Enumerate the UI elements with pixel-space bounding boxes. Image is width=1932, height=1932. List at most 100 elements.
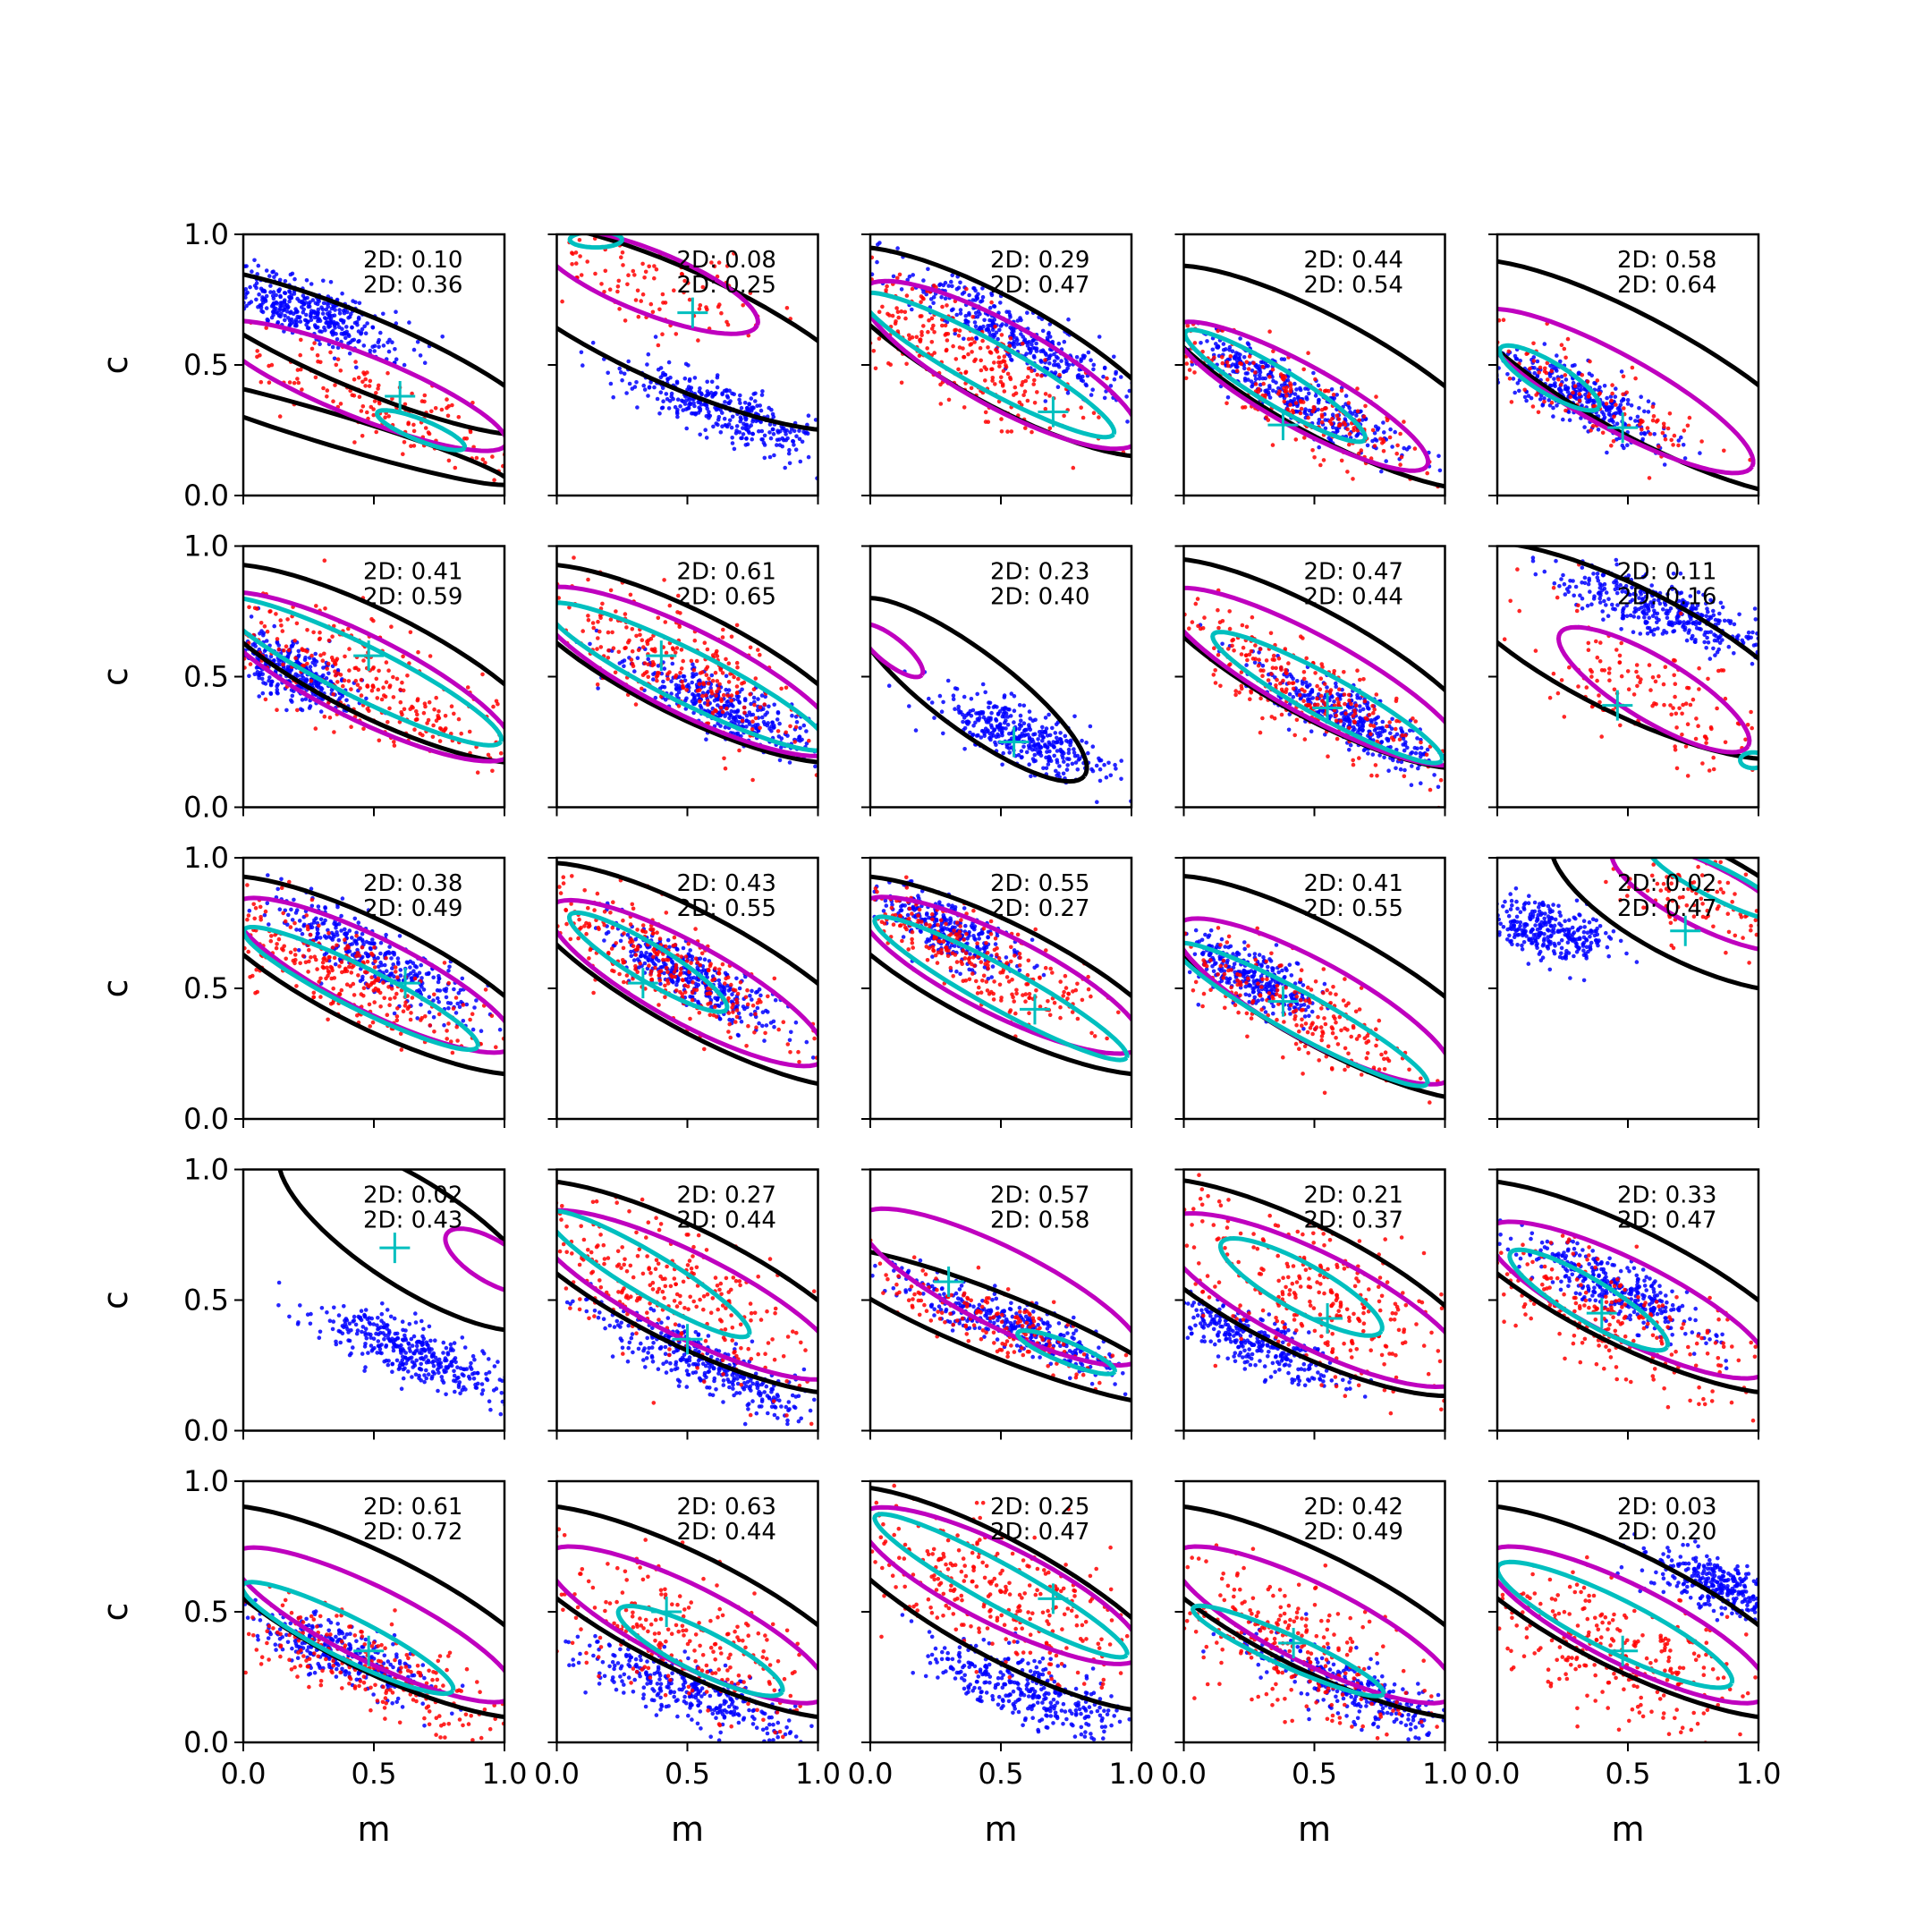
blue-sample-point bbox=[705, 389, 710, 394]
blue-sample-point bbox=[1043, 399, 1048, 403]
red-sample-point bbox=[450, 402, 454, 408]
blue-sample-point bbox=[1025, 343, 1030, 348]
blue-sample-point bbox=[682, 376, 688, 381]
blue-sample-point bbox=[1021, 721, 1027, 725]
blue-sample-point bbox=[1583, 393, 1588, 397]
red-sample-point bbox=[917, 353, 922, 359]
red-sample-point bbox=[784, 685, 789, 691]
blue-sample-point bbox=[992, 333, 997, 338]
red-sample-point bbox=[335, 657, 340, 661]
blue-sample-point bbox=[1698, 451, 1702, 455]
blue-sample-point bbox=[794, 434, 799, 439]
red-sample-point bbox=[1239, 361, 1244, 367]
blue-sample-point bbox=[987, 323, 993, 328]
blue-sample-point bbox=[372, 343, 377, 349]
estimate-marker bbox=[385, 381, 416, 412]
red-sample-point bbox=[886, 311, 890, 317]
red-sample-point bbox=[904, 293, 910, 298]
blue-sample-point bbox=[328, 280, 334, 284]
red-sample-point bbox=[663, 301, 668, 305]
red-sample-point bbox=[606, 656, 611, 660]
blue-sample-point bbox=[1221, 342, 1226, 346]
red-sample-point bbox=[346, 626, 351, 631]
blue-sample-point bbox=[1012, 333, 1016, 338]
blue-sample-point bbox=[313, 651, 318, 657]
blue-sample-point bbox=[1210, 347, 1216, 352]
blue-sample-point bbox=[1009, 326, 1014, 332]
blue-sample-point bbox=[1250, 369, 1255, 373]
stat-label: 2D: 0.10 bbox=[363, 247, 462, 274]
blue-sample-point bbox=[1393, 429, 1397, 435]
red-sample-point bbox=[707, 676, 711, 682]
red-sample-point bbox=[643, 269, 648, 275]
blue-sample-point bbox=[333, 308, 337, 312]
stat-label: 2D: 0.08 bbox=[677, 247, 776, 274]
blue-sample-point bbox=[1400, 730, 1405, 734]
blue-sample-point bbox=[1526, 394, 1531, 398]
red-sample-point bbox=[647, 264, 651, 269]
red-sample-point bbox=[996, 355, 1002, 360]
red-sample-point bbox=[986, 419, 991, 425]
blue-sample-point bbox=[1366, 751, 1370, 756]
blue-sample-point bbox=[257, 292, 261, 297]
blue-sample-point bbox=[303, 697, 309, 701]
blue-sample-point bbox=[715, 385, 720, 390]
red-sample-point bbox=[415, 712, 419, 717]
red-sample-point bbox=[679, 648, 684, 652]
blue-sample-point bbox=[1614, 421, 1620, 427]
estimate-marker bbox=[1267, 410, 1299, 441]
blue-sample-point bbox=[303, 678, 309, 683]
blue-sample-point bbox=[321, 301, 326, 306]
blue-sample-point bbox=[1389, 726, 1394, 731]
blue-sample-point bbox=[1046, 758, 1052, 763]
blue-sample-point bbox=[1007, 732, 1012, 736]
red-sample-point bbox=[1657, 445, 1661, 449]
blue-sample-point bbox=[275, 691, 280, 696]
blue-sample-point bbox=[670, 661, 675, 666]
blue-sample-point bbox=[1242, 377, 1248, 381]
blue-sample-point bbox=[692, 376, 698, 380]
blue-sample-point bbox=[1046, 356, 1052, 361]
blue-sample-point bbox=[743, 423, 749, 428]
stat-label: 2D: 0.65 bbox=[677, 584, 776, 611]
blue-sample-point bbox=[330, 344, 335, 350]
blue-sample-point bbox=[1360, 418, 1365, 422]
blue-sample-point bbox=[1065, 391, 1071, 395]
blue-sample-point bbox=[1682, 456, 1688, 461]
blue-sample-point bbox=[659, 405, 665, 411]
red-sample-point bbox=[374, 391, 378, 395]
red-sample-point bbox=[1337, 422, 1343, 427]
red-sample-point bbox=[465, 685, 470, 690]
blue-sample-point bbox=[1323, 426, 1328, 431]
red-sample-point bbox=[657, 307, 662, 312]
blue-sample-point bbox=[1027, 735, 1032, 740]
blue-sample-point bbox=[1419, 745, 1424, 750]
blue-sample-point bbox=[1629, 403, 1634, 408]
blue-sample-point bbox=[1335, 393, 1339, 397]
blue-sample-point bbox=[1379, 740, 1385, 744]
red-sample-point bbox=[274, 612, 278, 616]
blue-sample-point bbox=[987, 705, 991, 710]
red-sample-point bbox=[706, 699, 710, 704]
red-sample-point bbox=[390, 396, 394, 402]
red-sample-point bbox=[705, 665, 710, 670]
blue-sample-point bbox=[1070, 761, 1075, 767]
blue-sample-point bbox=[723, 400, 727, 404]
red-sample-point bbox=[938, 382, 943, 387]
red-sample-point bbox=[1660, 430, 1665, 436]
blue-sample-point bbox=[1015, 318, 1021, 323]
red-sample-point bbox=[1281, 374, 1285, 378]
red-sample-point bbox=[371, 412, 377, 418]
blue-sample-point bbox=[960, 292, 965, 296]
blue-sample-point bbox=[1015, 736, 1021, 741]
blue-sample-point bbox=[1058, 747, 1063, 752]
blue-sample-point bbox=[312, 323, 318, 327]
red-sample-point bbox=[1524, 352, 1529, 357]
red-sample-point bbox=[402, 707, 407, 712]
red-sample-point bbox=[632, 273, 637, 277]
blue-sample-point bbox=[1012, 720, 1016, 724]
blue-sample-point bbox=[1257, 364, 1262, 369]
blue-sample-point bbox=[973, 298, 978, 302]
red-sample-point bbox=[646, 662, 650, 667]
